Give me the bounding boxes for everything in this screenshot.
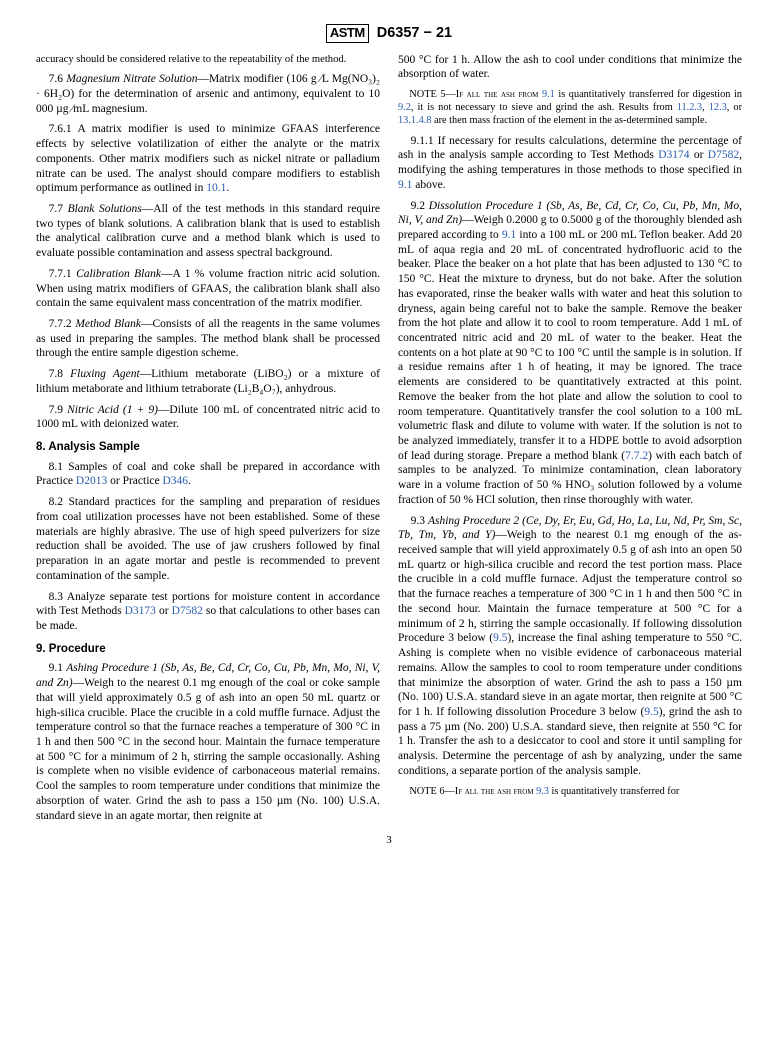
- sec-7.7: 7.7 Blank Solutions—All of the test meth…: [36, 202, 380, 261]
- heading-8: 8. Analysis Sample: [36, 440, 380, 455]
- heading-9: 9. Procedure: [36, 642, 380, 657]
- ref-D3173: D3173: [125, 605, 156, 617]
- ref-D346: D346: [162, 475, 188, 487]
- ref-9.1-b: 9.1: [398, 179, 412, 191]
- ref-D2013: D2013: [76, 475, 107, 487]
- sec-9.3: 9.3 Ashing Procedure 2 (Ce, Dy, Er, Eu, …: [398, 514, 742, 779]
- ref-9.1-c: 9.1: [502, 229, 516, 241]
- ref-10.1: 10.1: [206, 182, 226, 194]
- page-header: ASTM D6357 − 21: [36, 24, 742, 43]
- sec-7.9: 7.9 Nitric Acid (1 + 9)—Dilute 100 mL of…: [36, 403, 380, 432]
- sec-9.1-cont: 500 °C for 1 h. Allow the ash to cool un…: [398, 53, 742, 82]
- sec-7.8: 7.8 Fluxing Agent—Lithium metaborate (Li…: [36, 367, 380, 396]
- ref-7.7.2: 7.7.2: [625, 450, 648, 462]
- ref-9.3: 9.3: [536, 786, 549, 797]
- ref-9.5-b: 9.5: [644, 706, 658, 718]
- sec-8.3: 8.3 Analyze separate test portions for m…: [36, 590, 380, 634]
- sec-8.1: 8.1 Samples of coal and coke shall be pr…: [36, 460, 380, 489]
- ref-D3174: D3174: [658, 149, 689, 161]
- ref-9.1: 9.1: [542, 89, 555, 100]
- sec-7.7.1: 7.7.1 Calibration Blank—A 1 % volume fra…: [36, 267, 380, 311]
- ref-13.1.4.8: 13.1.4.8: [398, 115, 431, 126]
- ref-11.2.3: 11.2.3: [677, 102, 702, 113]
- accuracy-line: accuracy should be considered relative t…: [36, 53, 380, 67]
- page-number: 3: [36, 833, 742, 847]
- sec-9.1: 9.1 Ashing Procedure 1 (Sb, As, Be, Cd, …: [36, 661, 380, 823]
- ref-9.2: 9.2: [398, 102, 411, 113]
- body-columns: accuracy should be considered relative t…: [36, 53, 742, 824]
- designation: D6357 − 21: [377, 25, 452, 41]
- sec-7.7.2: 7.7.2 Method Blank—Consists of all the r…: [36, 317, 380, 361]
- astm-logo: ASTM: [326, 24, 369, 43]
- ref-D7582-b: D7582: [708, 149, 739, 161]
- note-6: NOTE 6—If all the ash from 9.3 is quanti…: [398, 785, 742, 798]
- ref-9.5: 9.5: [493, 632, 507, 644]
- note-5: NOTE 5—If all the ash from 9.1 is quanti…: [398, 88, 742, 128]
- sec-7.6.1: 7.6.1 A matrix modifier is used to minim…: [36, 122, 380, 196]
- sec-8.2: 8.2 Standard practices for the sampling …: [36, 495, 380, 583]
- sec-9.1.1: 9.1.1 If necessary for results calculati…: [398, 134, 742, 193]
- ref-12.3: 12.3: [709, 102, 727, 113]
- sec-9.2: 9.2 Dissolution Procedure 1 (Sb, As, Be,…: [398, 199, 742, 508]
- sec-7.6: 7.6 Magnesium Nitrate Solution—Matrix mo…: [36, 72, 380, 116]
- ref-D7582: D7582: [172, 605, 203, 617]
